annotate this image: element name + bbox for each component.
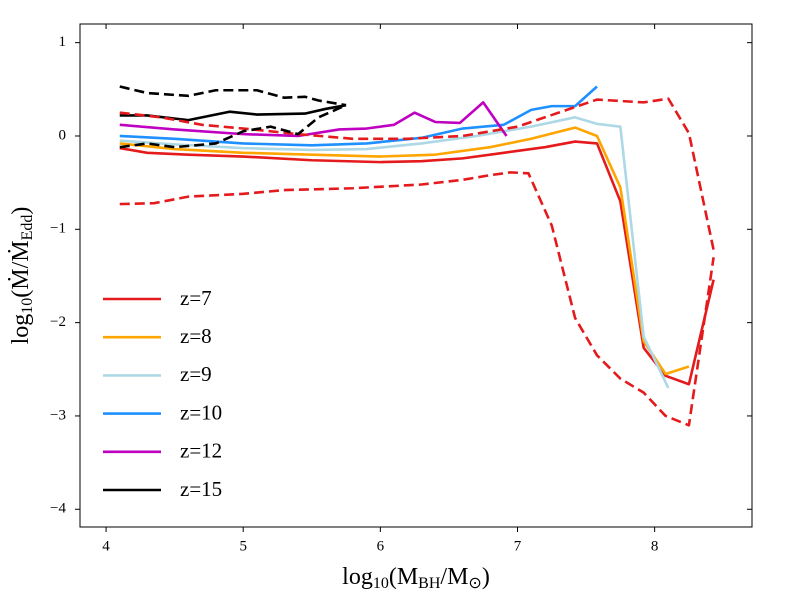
legend-label: z=15 [180, 477, 222, 501]
y-tick-label: −2 [50, 314, 66, 330]
legend-label: z=8 [180, 324, 212, 348]
x-axis-label-sub: ⊙ [468, 575, 481, 592]
y-tick-label: −3 [50, 407, 66, 423]
legend-label: z=7 [180, 286, 212, 310]
y-tick-label: −4 [50, 501, 66, 517]
x-tick-label: 4 [102, 538, 110, 554]
x-axis-label: log10(MBH/M⊙) [342, 564, 490, 592]
x-axis-label-part: ) [482, 564, 490, 590]
x-tick-label: 6 [377, 538, 385, 554]
legend-label: z=9 [180, 362, 212, 386]
line [119, 116, 670, 389]
dashed-line [119, 85, 347, 107]
x-axis-label-sub: 10 [373, 575, 389, 592]
x-tick-label: 5 [239, 538, 247, 554]
line [119, 140, 715, 386]
x-axis-label-part: log [342, 564, 373, 590]
y-axis-label-part: log [8, 314, 34, 345]
dashed-line [119, 104, 347, 149]
y-tick-label: −1 [50, 221, 66, 237]
line [119, 103, 347, 122]
line [119, 126, 690, 376]
y-axis-label-part: (Ṁ/Ṁ [8, 240, 34, 297]
legend-label: z=12 [180, 439, 222, 463]
x-axis-label-part: (M [389, 564, 418, 590]
y-tick-label: 1 [59, 34, 67, 50]
y-axis-label-part: ) [8, 207, 34, 215]
x-axis-label-part: /M [440, 564, 468, 590]
x-tick-label: 7 [514, 538, 522, 554]
dashed-line [119, 97, 715, 251]
x-tick-label: 8 [651, 538, 659, 554]
line [119, 101, 508, 138]
dashed-line [119, 171, 715, 427]
legend-label: z=10 [180, 400, 222, 424]
y-axis-label: log10(Ṁ/ṀEdd) [8, 207, 36, 345]
plot-frame [79, 23, 753, 528]
x-axis-label-sub: BH [418, 575, 441, 592]
y-tick-label: 0 [59, 127, 67, 143]
y-axis-label-sub: Edd [19, 215, 36, 241]
line [119, 85, 598, 147]
y-axis-label-sub: 10 [19, 298, 36, 314]
